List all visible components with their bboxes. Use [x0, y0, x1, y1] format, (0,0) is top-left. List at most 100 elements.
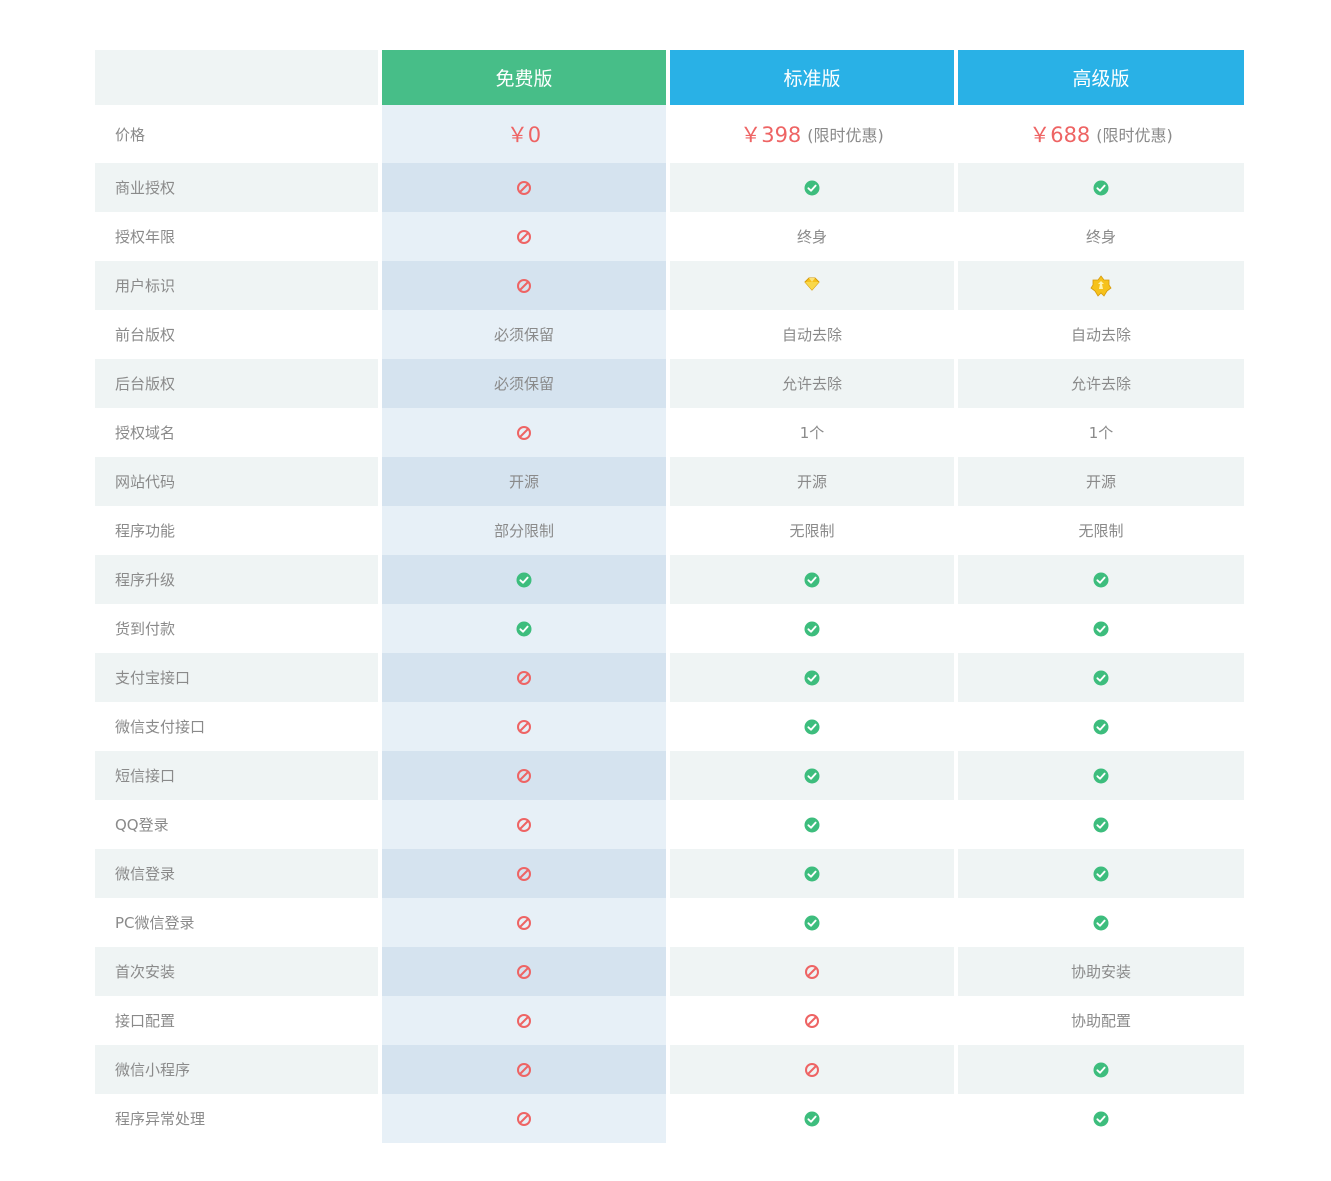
row-label: QQ登录	[95, 800, 378, 849]
check-icon	[804, 621, 820, 637]
check-icon	[1093, 621, 1109, 637]
check-icon	[804, 572, 820, 588]
table-row: QQ登录	[95, 800, 1244, 849]
standard-plan-cell: 自动去除	[670, 310, 954, 359]
free-plan-cell	[382, 261, 666, 310]
prohibited-icon	[516, 180, 532, 196]
table-row: 货到付款	[95, 604, 1244, 653]
row-label: 商业授权	[95, 163, 378, 212]
table-row: PC微信登录	[95, 898, 1244, 947]
row-label: 首次安装	[95, 947, 378, 996]
check-icon	[1093, 670, 1109, 686]
free-plan-cell	[382, 800, 666, 849]
table-row: 接口配置 协助配置	[95, 996, 1244, 1045]
premium-plan-cell: 协助安装	[958, 947, 1244, 996]
premium-plan-cell: 无限制	[958, 506, 1244, 555]
row-label: 微信小程序	[95, 1045, 378, 1094]
cell-value: 无限制	[1078, 522, 1124, 540]
price-standard-note: (限时优惠)	[807, 126, 884, 145]
prohibited-icon	[516, 425, 532, 441]
check-icon	[1093, 180, 1109, 196]
table-row: 前台版权 必须保留 自动去除 自动去除	[95, 310, 1244, 359]
free-plan-cell: 开源	[382, 457, 666, 506]
price-row: 价格 ￥0 ￥398 (限时优惠) ￥688 (限时优惠)	[95, 105, 1244, 163]
table-row: 网站代码 开源 开源 开源	[95, 457, 1244, 506]
free-plan-cell: 必须保留	[382, 310, 666, 359]
prohibited-icon	[516, 278, 532, 294]
premium-plan-cell	[958, 261, 1244, 310]
price-premium: ￥688	[1029, 123, 1091, 147]
prohibited-icon	[516, 768, 532, 784]
standard-plan-cell: 1个	[670, 408, 954, 457]
premium-plan-cell: 协助配置	[958, 996, 1244, 1045]
free-plan-cell	[382, 1094, 666, 1143]
row-label: 授权域名	[95, 408, 378, 457]
standard-plan-cell	[670, 604, 954, 653]
check-icon	[804, 180, 820, 196]
check-icon	[804, 866, 820, 882]
check-icon	[516, 572, 532, 588]
free-plan-cell: 必须保留	[382, 359, 666, 408]
cell-value: 部分限制	[493, 522, 554, 540]
table-row: 微信小程序	[95, 1045, 1244, 1094]
cell-value: 1个	[1088, 424, 1114, 442]
prohibited-icon	[516, 1111, 532, 1127]
check-icon	[1093, 719, 1109, 735]
free-plan-cell	[382, 653, 666, 702]
check-icon	[804, 768, 820, 784]
premium-plan-cell	[958, 163, 1244, 212]
table-row: 程序功能 部分限制 无限制 无限制	[95, 506, 1244, 555]
premium-plan-cell	[958, 898, 1244, 947]
free-plan-cell	[382, 604, 666, 653]
free-plan-cell	[382, 947, 666, 996]
cell-value: 开源	[1085, 473, 1116, 491]
table-row: 授权域名 1个 1个	[95, 408, 1244, 457]
prohibited-icon	[804, 964, 820, 980]
prohibited-icon	[516, 229, 532, 245]
table-row: 微信支付接口	[95, 702, 1244, 751]
check-icon	[1093, 768, 1109, 784]
premium-plan-cell	[958, 849, 1244, 898]
row-label: PC微信登录	[95, 898, 378, 947]
cell-value: 允许去除	[781, 375, 842, 393]
standard-plan-cell	[670, 849, 954, 898]
premium-plan-cell	[958, 604, 1244, 653]
prohibited-icon	[516, 866, 532, 882]
header-empty-cell	[95, 50, 378, 105]
free-plan-cell	[382, 163, 666, 212]
row-label: 支付宝接口	[95, 653, 378, 702]
price-standard: ￥398	[740, 123, 802, 147]
premium-plan-cell: 允许去除	[958, 359, 1244, 408]
standard-plan-cell	[670, 898, 954, 947]
prohibited-icon	[516, 817, 532, 833]
check-icon	[1093, 1062, 1109, 1078]
row-label: 微信登录	[95, 849, 378, 898]
price-premium-cell: ￥688 (限时优惠)	[958, 105, 1244, 163]
cell-value: 允许去除	[1070, 375, 1131, 393]
free-plan-cell	[382, 408, 666, 457]
table-row: 授权年限 终身 终身	[95, 212, 1244, 261]
check-icon	[1093, 915, 1109, 931]
row-label: 接口配置	[95, 996, 378, 1045]
row-label: 价格	[95, 105, 378, 163]
header-standard-plan: 标准版	[670, 50, 954, 105]
row-label: 后台版权	[95, 359, 378, 408]
table-row: 支付宝接口	[95, 653, 1244, 702]
standard-plan-cell	[670, 1045, 954, 1094]
cell-value: 必须保留	[493, 375, 554, 393]
check-icon	[1093, 817, 1109, 833]
standard-plan-cell	[670, 702, 954, 751]
free-plan-cell	[382, 1045, 666, 1094]
table-row: 程序异常处理	[95, 1094, 1244, 1143]
cell-value: 1个	[799, 424, 825, 442]
table-row: 商业授权	[95, 163, 1244, 212]
price-free: ￥0	[506, 123, 542, 147]
cell-value: 必须保留	[493, 326, 554, 344]
standard-plan-cell	[670, 996, 954, 1045]
free-plan-cell	[382, 996, 666, 1045]
free-plan-cell	[382, 849, 666, 898]
premium-plan-cell: 自动去除	[958, 310, 1244, 359]
free-plan-cell	[382, 555, 666, 604]
price-standard-cell: ￥398 (限时优惠)	[670, 105, 954, 163]
check-icon	[804, 719, 820, 735]
